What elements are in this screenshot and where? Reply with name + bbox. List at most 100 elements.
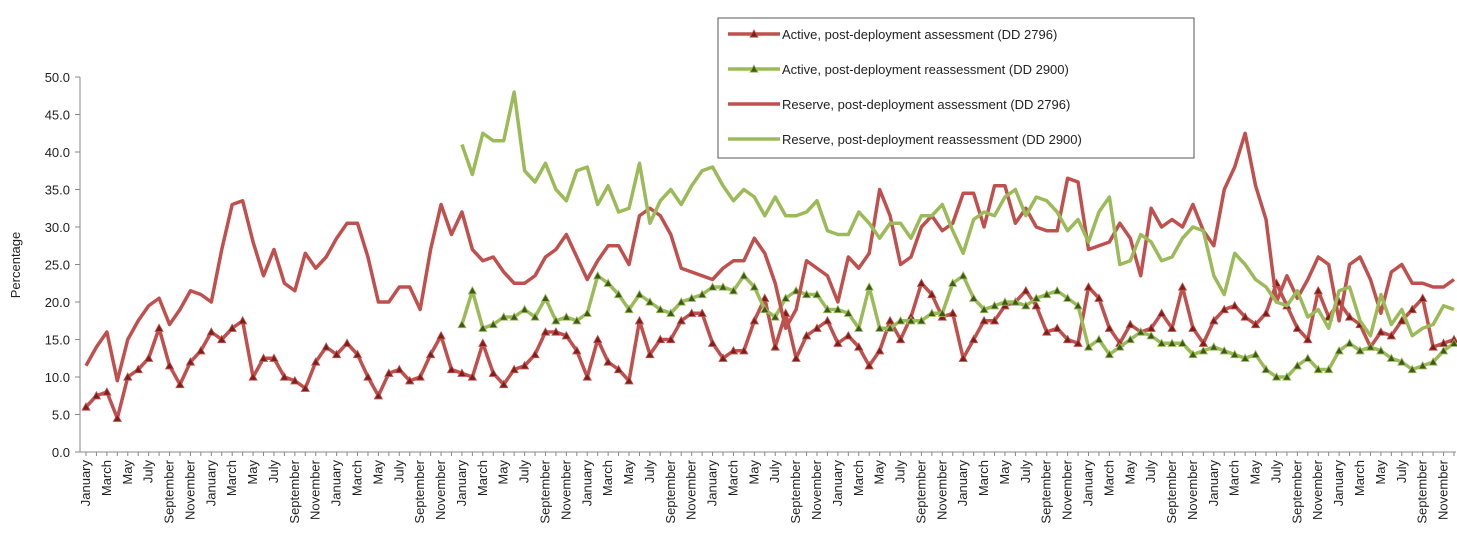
- series-marker: [968, 334, 979, 344]
- series-marker: [1104, 349, 1115, 359]
- legend-box: [717, 17, 1195, 159]
- series-marker: [1282, 372, 1292, 381]
- series-marker: [1094, 293, 1104, 302]
- series-marker: [1156, 338, 1167, 347]
- series-marker: [488, 368, 498, 377]
- series-marker: [728, 285, 739, 295]
- x-tick-label: July: [1143, 460, 1158, 484]
- series-marker: [540, 327, 551, 336]
- x-tick-label: September: [537, 459, 552, 523]
- x-tick-label: March: [350, 460, 365, 496]
- series-marker: [864, 360, 874, 370]
- series-marker: [1136, 327, 1146, 336]
- series-marker: [1250, 319, 1261, 329]
- series-marker: [175, 379, 185, 389]
- x-tick-label: November: [684, 459, 699, 520]
- series-marker: [906, 315, 916, 325]
- series-marker: [958, 270, 968, 280]
- series-marker: [718, 353, 728, 362]
- series-marker: [1198, 345, 1209, 355]
- series-marker: [530, 312, 540, 321]
- series-marker: [519, 360, 530, 370]
- series-marker: [1188, 323, 1198, 332]
- series-marker: [1428, 342, 1438, 351]
- series-marker: [1313, 364, 1323, 374]
- series-marker: [854, 323, 864, 332]
- series-marker: [164, 360, 175, 370]
- x-tick-label: November: [433, 459, 448, 520]
- series-marker: [676, 297, 686, 306]
- series-marker: [613, 364, 624, 374]
- series-marker: [874, 323, 885, 332]
- x-tick-label: January: [705, 460, 720, 507]
- series-marker: [770, 342, 780, 351]
- series-marker: [833, 338, 843, 347]
- series-marker: [258, 353, 269, 362]
- series-marker: [248, 372, 258, 381]
- x-tick-label: May: [746, 460, 761, 485]
- x-tick-label: May: [120, 460, 135, 485]
- series-marker: [217, 334, 227, 344]
- series-marker: [1344, 338, 1355, 347]
- series-marker: [561, 330, 572, 340]
- series-marker: [780, 293, 791, 302]
- x-tick-label: July: [767, 460, 782, 484]
- x-tick-label: September: [162, 459, 177, 523]
- x-tick-label: September: [1039, 459, 1054, 523]
- series-marker: [1417, 360, 1428, 370]
- series-marker: [1083, 282, 1094, 291]
- series-marker: [1021, 300, 1031, 310]
- series-marker: [937, 308, 947, 317]
- y-tick-label: 20.0: [45, 295, 70, 310]
- series-marker: [1062, 293, 1073, 302]
- series-marker: [1156, 308, 1167, 317]
- x-tick-label: September: [1415, 459, 1430, 523]
- series-marker: [478, 338, 488, 347]
- series-marker: [1125, 334, 1135, 344]
- x-tick-label: March: [224, 460, 239, 496]
- series-marker: [1125, 319, 1135, 329]
- series-marker: [1219, 304, 1229, 314]
- series-marker: [1052, 285, 1062, 295]
- x-tick-label: January: [1206, 460, 1221, 507]
- x-tick-label: November: [182, 459, 197, 520]
- series-marker: [154, 323, 164, 332]
- series-marker: [102, 387, 112, 396]
- series-marker: [864, 282, 874, 291]
- series-marker: [707, 338, 718, 347]
- series-marker: [1177, 282, 1188, 291]
- legend-marker: [749, 64, 759, 73]
- series-marker: [133, 364, 143, 374]
- series-marker: [979, 315, 989, 325]
- series-marker: [123, 372, 133, 381]
- series-marker: [1000, 297, 1010, 306]
- series-marker: [519, 304, 530, 314]
- series-marker: [300, 383, 310, 392]
- x-tick-label: March: [1352, 460, 1367, 496]
- series-marker: [1167, 338, 1177, 347]
- series-marker: [979, 304, 989, 314]
- series-marker: [1376, 345, 1386, 355]
- series-marker: [1344, 312, 1355, 321]
- x-tick-label: May: [1248, 460, 1263, 485]
- series-marker: [948, 278, 958, 287]
- series-marker: [927, 289, 937, 299]
- series-marker: [948, 308, 958, 317]
- x-tick-label: November: [1185, 459, 1200, 520]
- series-marker: [467, 372, 478, 381]
- y-tick-label: 10.0: [45, 370, 70, 385]
- series-marker: [1397, 315, 1407, 325]
- series-marker: [927, 308, 937, 317]
- series-marker: [728, 345, 739, 355]
- series-marker: [749, 315, 760, 325]
- series-marker: [822, 304, 833, 314]
- series-marker: [1104, 323, 1115, 332]
- series-marker: [916, 278, 927, 287]
- y-tick-label: 25.0: [45, 258, 70, 273]
- series-marker: [342, 338, 352, 347]
- series-marker: [718, 282, 728, 291]
- series-marker: [843, 308, 854, 317]
- series-marker: [916, 315, 927, 325]
- series-marker: [1031, 300, 1041, 310]
